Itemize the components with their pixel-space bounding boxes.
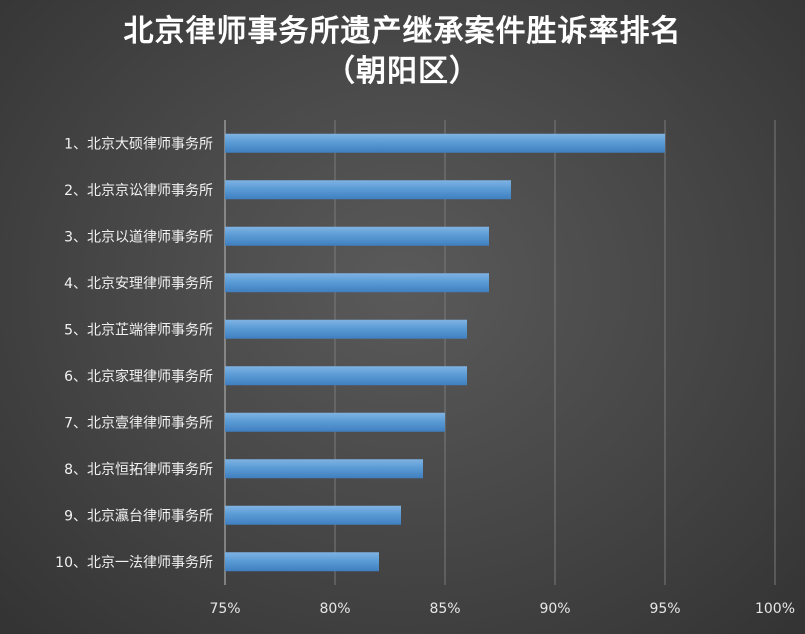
bar-5 xyxy=(225,319,467,339)
category-labels: 1、北京大硕律师事务所 2、北京京讼律师事务所 3、北京以道律师事务所 4、北京安理律… xyxy=(55,136,213,571)
x-tick-label: 100% xyxy=(755,601,795,617)
bar-3 xyxy=(225,226,489,246)
x-tick-label: 95% xyxy=(649,601,680,617)
chart-subtitle: （朝阳区） xyxy=(325,54,480,89)
x-tick-label: 80% xyxy=(319,601,350,617)
category-label: 10、北京一法律师事务所 xyxy=(55,555,213,571)
category-label: 9、北京瀛台律师事务所 xyxy=(64,507,213,524)
category-label: 7、北京壹律律师事务所 xyxy=(64,415,213,431)
category-label: 8、北京恒拓律师事务所 xyxy=(64,462,213,478)
bar-8 xyxy=(225,459,423,479)
bar-7 xyxy=(225,412,445,432)
category-label: 4、北京安理律师事务所 xyxy=(64,276,213,292)
category-label: 3、北京以道律师事务所 xyxy=(64,229,213,245)
category-label: 6、北京家理律师事务所 xyxy=(64,368,213,385)
bar-10 xyxy=(225,552,379,572)
category-label: 1、北京大硕律师事务所 xyxy=(64,136,213,152)
bar-6 xyxy=(225,366,467,386)
bar-4 xyxy=(225,273,489,293)
x-tick-label: 90% xyxy=(539,601,570,617)
bar-2 xyxy=(225,180,511,200)
bar-1 xyxy=(225,133,665,153)
x-tick-labels: 75% 80% 85% 90% 95% 100% xyxy=(209,601,795,617)
bars xyxy=(225,133,665,572)
x-tick-label: 75% xyxy=(209,601,240,617)
chart-title: 北京律师事务所遗产继承案件胜诉率排名 xyxy=(123,14,682,49)
category-label: 2、北京京讼律师事务所 xyxy=(64,183,213,199)
chart-title-block: 北京律师事务所遗产继承案件胜诉率排名 （朝阳区） xyxy=(0,12,805,92)
x-tick-label: 85% xyxy=(429,601,460,617)
category-label: 5、北京芷端律师事务所 xyxy=(64,322,213,338)
bar-9 xyxy=(225,505,401,525)
